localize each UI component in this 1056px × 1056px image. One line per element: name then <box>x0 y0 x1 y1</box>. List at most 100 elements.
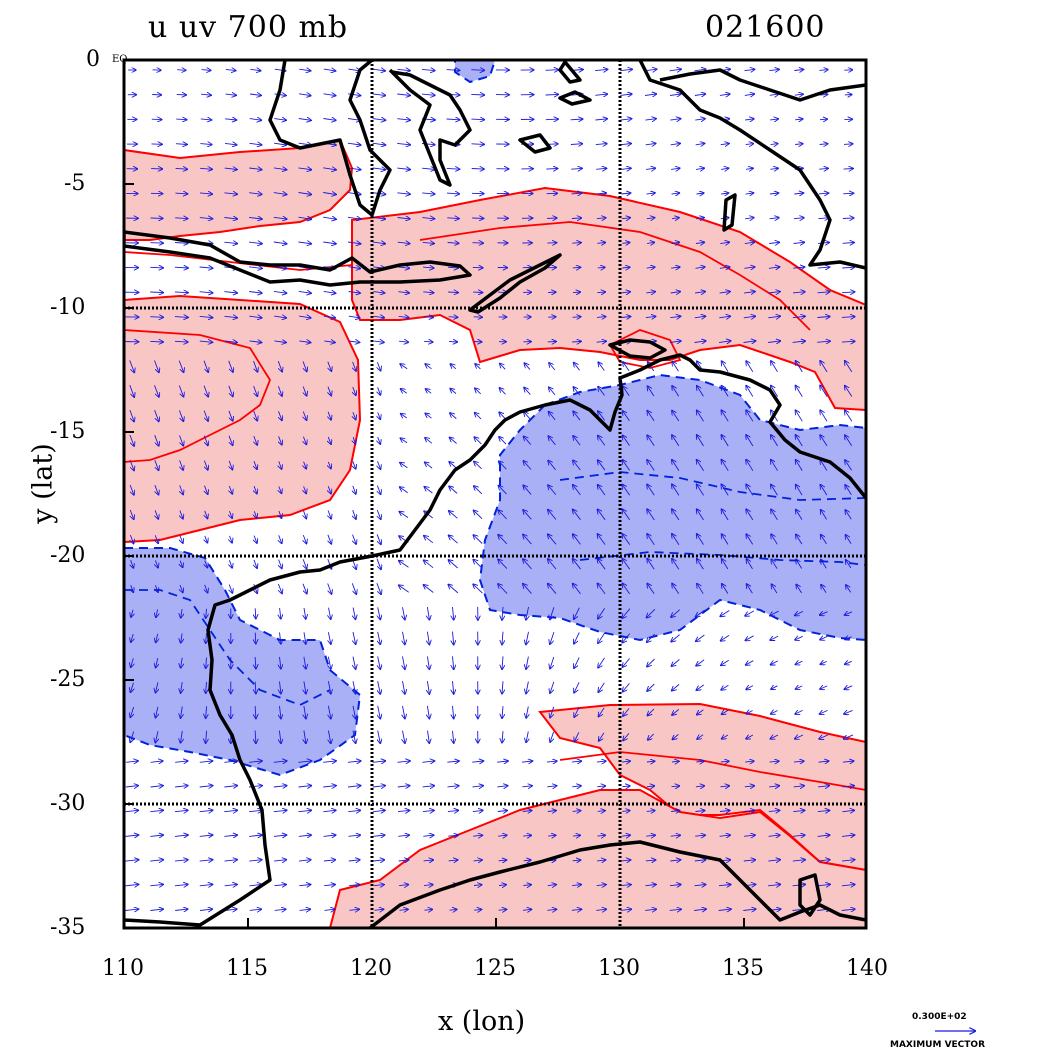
wind-vector <box>573 485 581 496</box>
wind-vector <box>772 584 778 594</box>
wind-vector <box>817 835 830 836</box>
wind-vector <box>769 94 779 95</box>
wind-vector <box>199 909 212 910</box>
wind-vector <box>323 835 336 836</box>
wind-vector <box>796 535 803 545</box>
wind-vector <box>574 607 580 619</box>
wind-vector <box>378 681 381 694</box>
wind-vector <box>225 69 236 70</box>
wind-vector <box>224 242 237 243</box>
wind-vector <box>274 860 286 861</box>
wind-vector <box>378 387 381 395</box>
wind-vector <box>646 168 655 169</box>
wind-vector <box>523 559 532 570</box>
wind-vector <box>181 706 183 718</box>
wind-vector <box>473 560 483 569</box>
wind-vector <box>574 707 580 717</box>
wind-vector <box>373 316 384 317</box>
wind-vector <box>744 94 754 95</box>
wind-vector <box>845 386 853 397</box>
wind-vector <box>792 341 806 342</box>
wind-vector <box>156 633 158 643</box>
wind-vector <box>718 341 731 343</box>
wind-vector <box>745 761 754 762</box>
wind-vector <box>598 657 605 668</box>
wind-vector <box>598 607 606 618</box>
wind-vector <box>596 885 606 886</box>
wind-vector <box>200 144 211 145</box>
wind-vector <box>348 316 360 318</box>
wind-vector <box>841 860 855 861</box>
wind-vector <box>498 584 508 594</box>
wind-vector <box>645 119 656 120</box>
wind-vector <box>523 835 531 836</box>
wind-vector <box>498 860 507 861</box>
wind-vector <box>323 860 335 861</box>
wind-vector <box>475 413 482 420</box>
wind-vector <box>745 635 754 641</box>
wind-vector <box>348 810 360 811</box>
wind-vector <box>792 292 805 293</box>
wind-vector <box>279 411 282 420</box>
wind-vector <box>670 860 680 861</box>
wind-vector <box>328 656 330 669</box>
wind-vector <box>249 168 261 170</box>
wind-vector <box>174 884 188 885</box>
wind-vector <box>672 484 680 496</box>
wind-vector <box>280 681 281 693</box>
wind-vector <box>597 860 605 861</box>
wind-vector <box>845 435 853 447</box>
wind-vector <box>150 267 163 268</box>
wind-vector <box>447 267 458 268</box>
wind-vector <box>720 610 730 617</box>
wind-vector <box>574 657 580 668</box>
wind-vector <box>572 786 581 787</box>
wind-vector <box>769 761 779 762</box>
wind-vector <box>372 119 386 121</box>
wind-vector <box>323 810 335 811</box>
wind-vector <box>397 69 410 70</box>
wind-vector <box>204 435 208 446</box>
wind-vector <box>598 387 605 396</box>
wind-vector <box>770 119 778 120</box>
coastline-island-3 <box>722 193 737 232</box>
wind-vector <box>174 835 188 836</box>
wind-vector <box>206 608 207 618</box>
wind-vector <box>499 486 507 495</box>
wind-vector <box>397 94 410 95</box>
wind-vector <box>206 706 207 718</box>
wind-vector <box>550 681 555 693</box>
wind-vector <box>645 316 656 317</box>
wind-vector <box>397 168 410 169</box>
wind-vector <box>721 484 729 496</box>
wind-vector <box>131 658 134 667</box>
wind-vector <box>498 510 508 520</box>
wind-vector <box>255 681 256 694</box>
wind-vector <box>224 860 238 861</box>
wind-vector <box>206 633 207 643</box>
wind-vector <box>249 341 262 343</box>
wind-vector <box>671 242 680 243</box>
coastline-borneo <box>268 60 392 217</box>
wind-vector <box>497 811 507 812</box>
wind-vector <box>254 535 257 543</box>
wind-vector <box>174 292 188 293</box>
wind-vector <box>746 509 754 521</box>
wind-vector <box>449 462 458 469</box>
wind-vector <box>427 631 429 645</box>
wind-vector <box>598 559 606 570</box>
wind-vector <box>348 835 361 836</box>
wind-vector <box>397 119 410 120</box>
wind-vector <box>796 435 803 447</box>
wind-vector <box>450 438 457 444</box>
wind-vector <box>694 909 706 910</box>
wind-vector <box>622 658 630 668</box>
wind-vector <box>598 682 605 692</box>
wind-vector <box>572 341 581 342</box>
wind-vector <box>745 144 754 145</box>
wind-vector <box>500 364 506 370</box>
wind-vector <box>348 267 360 269</box>
wind-vector <box>768 884 780 885</box>
wind-vector <box>743 316 755 318</box>
wind-vector <box>224 810 237 811</box>
